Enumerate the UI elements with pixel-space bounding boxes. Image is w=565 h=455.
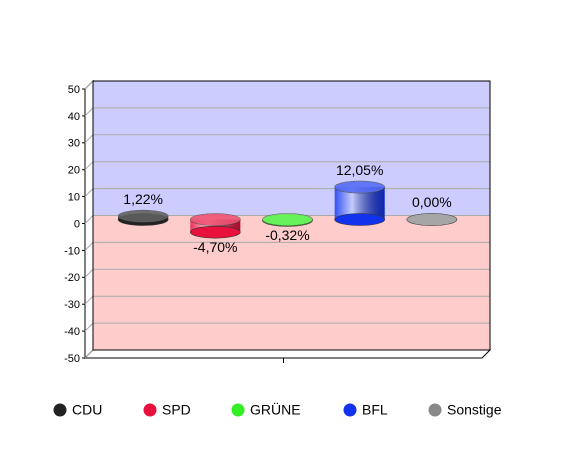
bar — [406, 213, 458, 226]
legend-label: Sonstige — [447, 402, 502, 418]
legend-marker — [343, 403, 357, 417]
y-tick-label: 10 — [68, 192, 80, 204]
bar — [262, 213, 313, 227]
legend-marker — [53, 403, 67, 417]
legend-label: SPD — [162, 402, 191, 418]
wall-positive — [93, 81, 490, 216]
legend-marker — [428, 403, 442, 417]
bar-top — [334, 180, 385, 194]
legend-label: CDU — [72, 402, 102, 418]
wall-border — [92, 80, 491, 351]
bar-top — [262, 213, 313, 226]
bar-top — [117, 209, 169, 223]
legend-marker — [231, 403, 245, 417]
bar-top-light — [190, 213, 241, 226]
bar-top-light — [118, 210, 169, 223]
y-tick-label: -40 — [64, 326, 80, 338]
y-tick-label: -50 — [64, 353, 80, 365]
value-label: 0,00% — [412, 194, 452, 210]
legend-label: BFL — [362, 402, 388, 418]
y-tick-label: 40 — [68, 111, 80, 123]
y-tick-label: -10 — [64, 245, 80, 257]
y-tick-label: -30 — [64, 299, 80, 311]
y-tick-label: 20 — [68, 165, 80, 177]
bar-bottom — [334, 213, 385, 226]
bar-top-light — [262, 213, 313, 226]
bar-bottom — [190, 225, 241, 239]
bar — [190, 213, 241, 239]
bar-top — [190, 213, 241, 226]
y-tick-label: 30 — [68, 138, 80, 150]
legend-label: GRÜNE — [250, 401, 301, 418]
bar-top — [406, 213, 458, 226]
bar — [117, 209, 169, 226]
y-tick-label: 50 — [68, 84, 80, 96]
y-tick-label: 0 — [74, 218, 80, 230]
bar — [334, 180, 385, 226]
value-label: -4,70% — [193, 239, 237, 255]
bar-top-light — [406, 213, 457, 226]
legend-marker — [143, 403, 157, 417]
value-label: 1,22% — [123, 191, 163, 207]
bar-top-light — [334, 181, 385, 194]
value-label: 12,05% — [336, 162, 383, 178]
y-tick-label: -20 — [64, 272, 80, 284]
floor — [83, 349, 492, 359]
value-label: -0,32% — [265, 227, 309, 243]
wall-negative — [93, 215, 490, 350]
